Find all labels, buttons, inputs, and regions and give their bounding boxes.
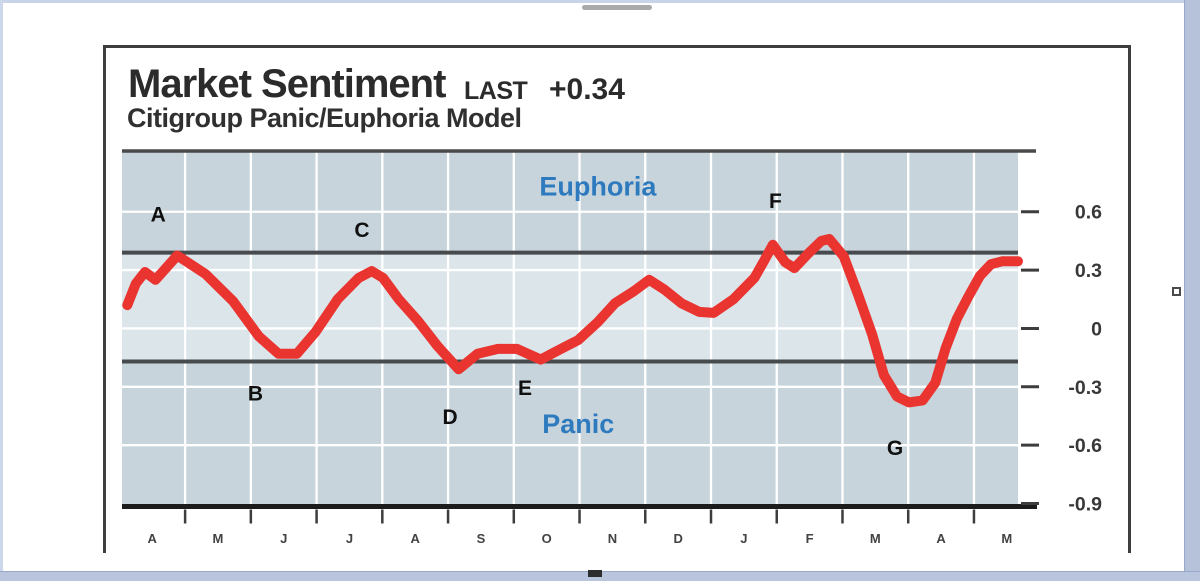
last-value: +0.34	[549, 73, 625, 106]
panic-band	[122, 361, 1018, 505]
x-axis-label: N	[608, 531, 617, 546]
chart-subtitle: Citigroup Panic/Euphoria Model	[127, 103, 522, 133]
sentiment-line	[122, 234, 1023, 408]
x-axis-label: O	[542, 531, 552, 546]
page-edge-left	[0, 0, 3, 572]
y-axis-label: 0	[1091, 318, 1102, 340]
zone-label-euphoria: Euphoria	[539, 171, 657, 201]
x-axis-label: J	[280, 531, 287, 546]
euphoria-band	[122, 152, 1018, 253]
zone-label-panic: Panic	[542, 409, 614, 439]
point-label-c: C	[354, 219, 369, 242]
page-edge-top	[0, 0, 1200, 3]
point-label-a: A	[151, 204, 166, 227]
last-label: LAST	[464, 77, 528, 105]
x-axis-label: A	[936, 531, 946, 546]
point-label-g: G	[887, 437, 903, 460]
y-axis-label: -0.9	[1068, 494, 1102, 516]
x-axis-label: J	[740, 531, 747, 546]
chart-title: Market Sentiment	[128, 62, 446, 106]
point-label-f: F	[769, 190, 782, 213]
x-axis-label: D	[673, 531, 682, 546]
point-label-e: E	[518, 377, 532, 400]
x-axis-label: J	[346, 531, 353, 546]
y-axis-label: -0.3	[1068, 377, 1102, 399]
y-axis-label: 0.6	[1075, 202, 1102, 224]
y-axis-label: -0.6	[1068, 435, 1102, 457]
y-axis-label: 0.3	[1075, 260, 1102, 282]
x-axis-label: A	[410, 531, 420, 546]
x-axis-label: M	[213, 531, 224, 546]
x-axis-label: A	[148, 531, 158, 546]
resize-handle-right[interactable]	[1172, 287, 1181, 296]
page-edge-right	[1184, 0, 1200, 580]
point-label-b: B	[248, 383, 263, 406]
x-axis-label: M	[1001, 531, 1012, 546]
drag-handle-bottom-icon[interactable]	[588, 570, 602, 577]
x-axis-label: F	[806, 531, 814, 546]
point-label-d: D	[442, 406, 457, 429]
x-axis-label: M	[870, 531, 881, 546]
drag-handle-top-icon[interactable]	[582, 5, 652, 10]
x-axis-label: S	[477, 531, 486, 546]
